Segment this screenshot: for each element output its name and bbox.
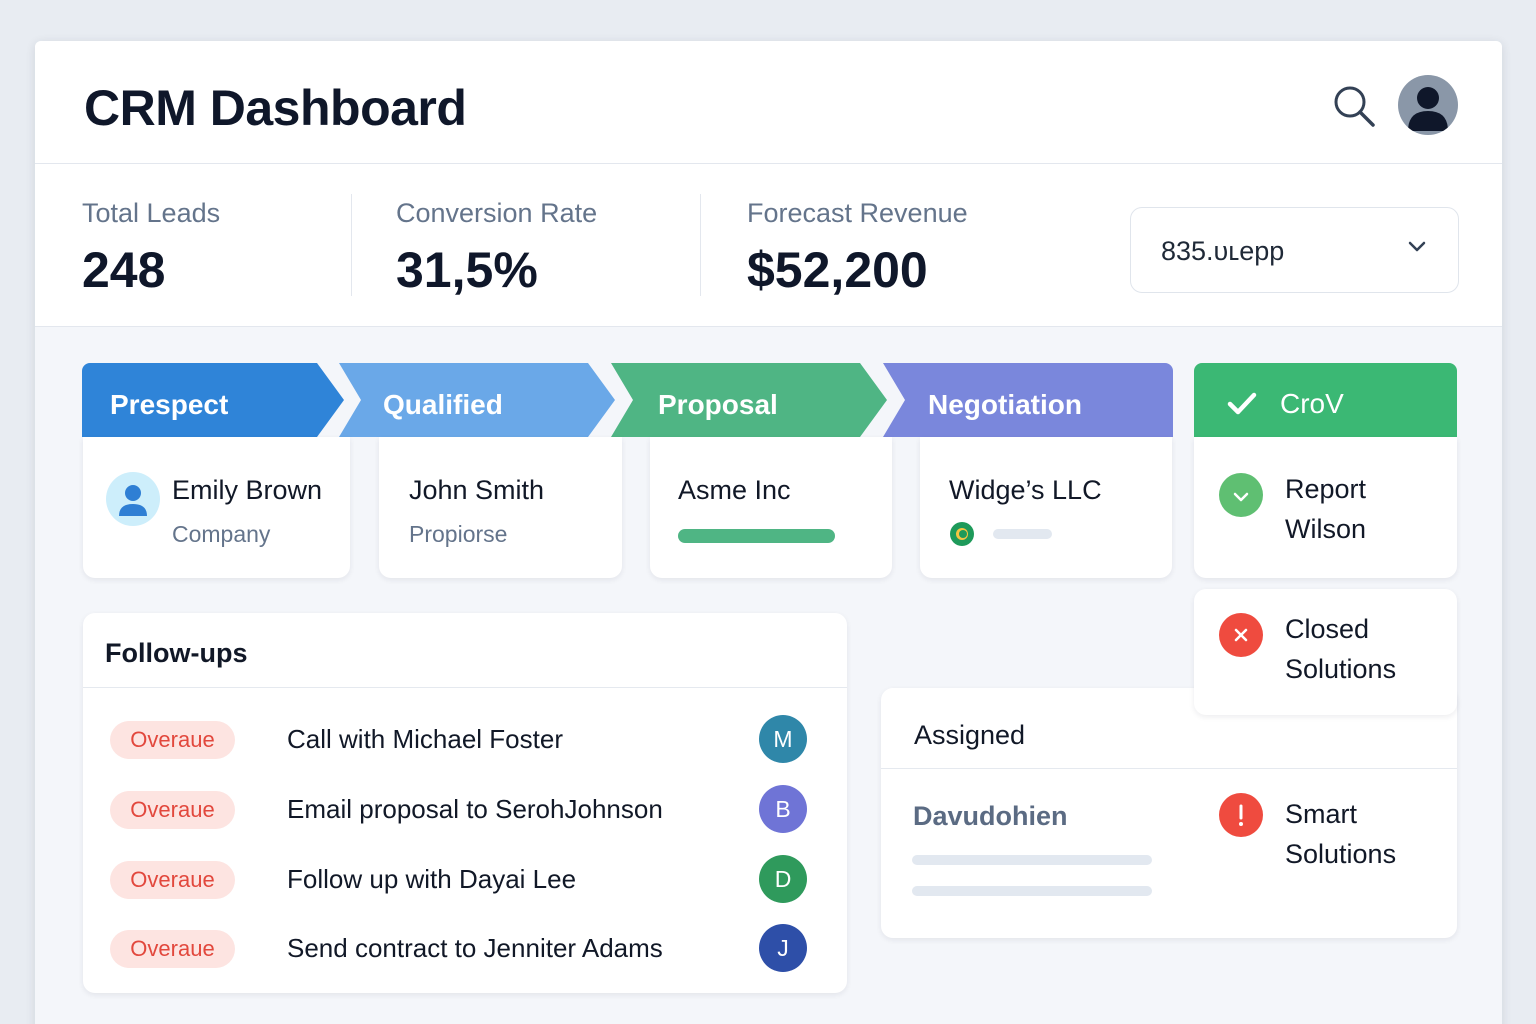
deal-name: Asme Inc [678, 475, 791, 505]
assignee-name: Davudohien [913, 801, 1068, 831]
avatar: B [759, 785, 807, 833]
dropdown-value: 835.ᴜʟepp [1161, 236, 1285, 266]
stat-value: 248 [82, 242, 166, 298]
stat-label: Conversion Rate [396, 198, 598, 228]
stage-label: Negotiation [928, 389, 1082, 420]
deal-card[interactable]: Emily Brown Company [83, 437, 350, 578]
divider [881, 768, 1457, 769]
status-dot [1219, 613, 1263, 657]
list-item[interactable]: Overaue Email proposal to SerohJohnson B [83, 784, 847, 834]
status-dot [1219, 473, 1263, 517]
divider [700, 194, 701, 296]
deal-name: Emily Brown [172, 475, 323, 505]
followup-text: Send contract to Jenniter Adams [287, 933, 663, 963]
header: CRM Dashboard [35, 41, 1502, 164]
status-card-line2: Solutions [1285, 839, 1397, 869]
list-item[interactable]: Overaue Follow up with Dayai Lee D [83, 854, 847, 904]
panel-title: Follow-ups [105, 638, 248, 668]
followup-text: Email proposal to SerohJohnson [287, 794, 663, 824]
page-title: CRM Dashboard [84, 80, 467, 136]
avatar: D [759, 855, 807, 903]
placeholder-bar [912, 855, 1152, 865]
status-card-text: Report Wilson [1285, 469, 1366, 549]
status-card-report[interactable]: Report Wilson [1194, 437, 1457, 578]
status-card-line2: Wilson [1285, 514, 1367, 544]
status-card-line2: Solutions [1285, 654, 1397, 684]
stage-label: CroV [1280, 388, 1344, 419]
placeholder-bar [912, 886, 1152, 896]
divider [351, 194, 352, 296]
panel-title: Assigned [914, 720, 1026, 750]
deal-name: Widge’s LLC [949, 475, 1102, 505]
search-button[interactable] [1331, 83, 1377, 129]
deal-progress-bar [678, 529, 835, 543]
status-card-line1: Report [1285, 474, 1367, 504]
alert-icon [1239, 804, 1243, 826]
followups-panel: Follow-ups Overaue Call with Michael Fos… [83, 613, 847, 993]
list-item[interactable]: Overaue Send contract to Jenniter Adams … [83, 923, 847, 973]
deal-name: John Smith [409, 475, 545, 505]
check-icon [1227, 392, 1257, 415]
status-card-line1: Closed [1285, 614, 1370, 644]
user-avatar-icon [1408, 87, 1448, 131]
status-card-line1: Smart [1285, 799, 1358, 829]
list-item[interactable]: Overaue Call with Michael Foster M [83, 714, 847, 764]
stat-forecast-revenue: Forecast Revenue $52,200 [747, 198, 968, 299]
search-icon [1334, 86, 1375, 127]
stage-qualified[interactable]: Qualified [339, 363, 615, 437]
deal-card[interactable]: Widge’s LLC [920, 437, 1172, 578]
user-avatar[interactable] [1398, 75, 1458, 135]
stat-total-leads: Total Leads 248 [82, 198, 220, 299]
x-icon [1234, 628, 1248, 642]
status-badge: Overaue [110, 861, 235, 899]
stage-label: Qualified [383, 389, 503, 420]
divider [83, 687, 847, 688]
user-avatar-icon [106, 472, 160, 526]
followup-text: Call with Michael Foster [287, 724, 563, 754]
status-badge: Overaue [110, 791, 235, 829]
stage-label: Prespect [110, 389, 229, 420]
stage-prospect[interactable]: Prespect [82, 363, 344, 437]
stage-label: Proposal [658, 389, 778, 420]
deal-card[interactable]: John Smith Propiorse [379, 437, 622, 578]
chevron-down-icon [1408, 241, 1426, 252]
stats-bar: Total Leads 248 Conversion Rate 31,5% Fo… [35, 164, 1502, 327]
status-card-closed[interactable]: Closed Solutions [1194, 589, 1457, 715]
stat-label: Forecast Revenue [747, 198, 968, 228]
deal-progress-track [993, 529, 1052, 539]
status-card-text: Closed Solutions [1285, 609, 1396, 689]
stage-won[interactable]: CroV [1194, 363, 1457, 437]
stat-label: Total Leads [82, 198, 221, 228]
chevron-down-icon [1233, 492, 1249, 502]
dashboard-window: CRM Dashboard Total Leads 248 Conversion… [35, 41, 1502, 1024]
stat-conversion-rate: Conversion Rate 31,5% [396, 198, 597, 299]
stage-negotiation[interactable]: Negotiation [883, 363, 1173, 437]
assigned-panel: Assigned Davudohien Smart Solutions [881, 688, 1457, 938]
followup-text: Follow up with Dayai Lee [287, 864, 577, 894]
status-icon [950, 522, 974, 546]
status-card-text: Smart Solutions [1285, 794, 1396, 874]
stat-value: $52,200 [747, 242, 928, 298]
status-dot [1219, 793, 1263, 837]
deal-subtitle: Company [172, 521, 271, 547]
avatar: M [759, 715, 807, 763]
stage-proposal[interactable]: Proposal [611, 363, 887, 437]
status-badge: Overaue [110, 930, 235, 968]
status-badge: Overaue [110, 721, 235, 759]
avatar: J [759, 924, 807, 972]
stat-value: 31,5% [396, 242, 538, 298]
period-dropdown[interactable]: 835.ᴜʟepp [1130, 207, 1459, 293]
deal-card[interactable]: Asme Inc [650, 437, 892, 578]
deal-subtitle: Propiorse [409, 521, 508, 547]
